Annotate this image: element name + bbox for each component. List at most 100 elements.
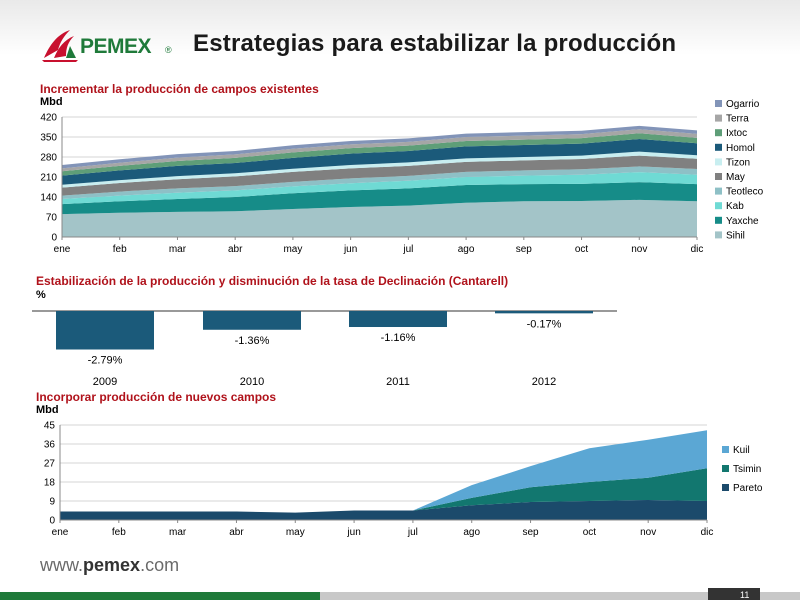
legend-label-may: May <box>726 172 745 183</box>
x-tick-label: feb <box>113 244 127 255</box>
legend-swatch-tsimin <box>722 465 729 472</box>
chart3-unit: Mbd <box>36 404 59 416</box>
x-tick-label: dic <box>701 527 714 538</box>
area-series-kuil <box>60 430 707 513</box>
legend-swatch-yaxche <box>715 216 722 224</box>
bar-value-label: -2.79% <box>88 355 123 367</box>
bar-value-label: -1.16% <box>381 332 416 344</box>
footer-url[interactable]: www.pemex.com <box>40 555 180 575</box>
logo-text: PEMEX <box>80 35 152 58</box>
pemex-eagle-icon <box>42 30 78 62</box>
chart2-title: Estabilización de la producción y dismin… <box>36 274 509 288</box>
page-number: 11 <box>740 590 750 600</box>
legend-label-sihil: Sihil <box>726 230 745 241</box>
x-tick-label: jul <box>402 244 413 255</box>
registered-mark: ® <box>165 45 172 55</box>
legend-swatch-may <box>715 173 722 180</box>
legend-label-kab: Kab <box>726 201 744 212</box>
x-tick-label: abr <box>228 244 243 255</box>
year-label: 2012 <box>532 376 556 388</box>
legend-label-tsimin: Tsimin <box>733 464 761 475</box>
area-series-yaxche <box>62 182 697 215</box>
y-tick-label: 45 <box>44 421 56 432</box>
legend-swatch-pareto <box>722 484 729 491</box>
page-title: Estrategias para estabilizar la producci… <box>193 30 677 57</box>
area-series-tsimin <box>60 468 707 513</box>
legend-label-kuil: Kuil <box>733 445 750 456</box>
y-tick-label: 70 <box>46 213 58 224</box>
area-series-terra <box>62 129 697 172</box>
x-tick-label: abr <box>229 527 244 538</box>
x-tick-label: nov <box>640 527 656 538</box>
footer-bar-grey <box>320 592 800 600</box>
year-label: 2011 <box>386 376 410 388</box>
x-tick-label: oct <box>583 527 597 538</box>
bar-2010 <box>203 311 301 330</box>
x-tick-label: oct <box>575 244 589 255</box>
legend-swatch-kuil <box>722 446 729 453</box>
chart1-unit: Mbd <box>40 96 63 108</box>
area-series-kab <box>62 172 697 205</box>
area-series-pareto <box>60 499 707 520</box>
y-tick-label: 27 <box>44 459 56 470</box>
pemex-logo <box>42 30 78 62</box>
legend-label-pareto: Pareto <box>733 483 763 494</box>
chart2-unit: % <box>36 289 46 301</box>
y-tick-label: 210 <box>40 173 57 184</box>
x-tick-label: feb <box>112 527 126 538</box>
x-tick-label: ene <box>52 527 69 538</box>
x-tick-label: sep <box>522 527 539 538</box>
x-tick-label: jun <box>343 244 357 255</box>
x-tick-label: nov <box>631 244 647 255</box>
legend-swatch-tizon <box>715 158 722 166</box>
area-series-tizon <box>62 151 697 188</box>
legend-label-teotleco: Teotleco <box>726 187 764 198</box>
legend-swatch-terra <box>715 114 722 122</box>
legend-swatch-sihil <box>715 231 722 239</box>
y-tick-label: 18 <box>44 478 56 489</box>
legend-label-homol: Homol <box>726 143 755 154</box>
y-tick-label: 420 <box>40 113 57 124</box>
x-tick-label: jun <box>346 527 360 538</box>
bar-2011 <box>349 311 447 328</box>
footer-bar-green <box>0 592 320 600</box>
y-tick-label: 0 <box>51 233 57 244</box>
area-series-may <box>62 155 697 196</box>
y-tick-label: 140 <box>40 193 57 204</box>
legend-label-yaxche: Yaxche <box>726 216 759 227</box>
x-tick-label: mar <box>169 244 187 255</box>
area-series-teotleco <box>62 166 697 199</box>
x-tick-label: may <box>283 244 302 255</box>
legend-label-terra: Terra <box>726 114 749 125</box>
y-tick-label: 9 <box>49 497 55 508</box>
x-tick-label: ene <box>54 244 71 255</box>
x-tick-label: ago <box>458 244 475 255</box>
year-label: 2009 <box>93 376 117 388</box>
y-tick-label: 350 <box>40 133 57 144</box>
bar-value-label: -0.17% <box>527 318 562 330</box>
chart1-title: Incrementar la producción de campos exis… <box>40 82 319 96</box>
bar-value-label: -1.36% <box>235 335 270 347</box>
bar-2012 <box>495 311 593 314</box>
legend-label-ixtoc: Ixtoc <box>726 128 747 139</box>
x-tick-label: may <box>286 527 305 538</box>
legend-swatch-teotleco <box>715 187 722 195</box>
year-label: 2010 <box>240 376 264 388</box>
x-tick-label: mar <box>169 527 187 538</box>
legend-swatch-kab <box>715 202 722 210</box>
area-series-ixtoc <box>62 133 697 176</box>
x-tick-label: sep <box>516 244 533 255</box>
legend-label-tizon: Tizon <box>726 157 750 168</box>
x-tick-label: dic <box>691 244 704 255</box>
y-tick-label: 36 <box>44 440 56 451</box>
y-tick-label: 280 <box>40 153 57 164</box>
bar-2009 <box>56 311 154 350</box>
legend-swatch-homol <box>715 143 722 151</box>
y-tick-label: 0 <box>49 516 55 527</box>
x-tick-label: ago <box>463 527 480 538</box>
area-series-sihil <box>62 199 697 237</box>
footer-bar-dark <box>708 588 760 600</box>
